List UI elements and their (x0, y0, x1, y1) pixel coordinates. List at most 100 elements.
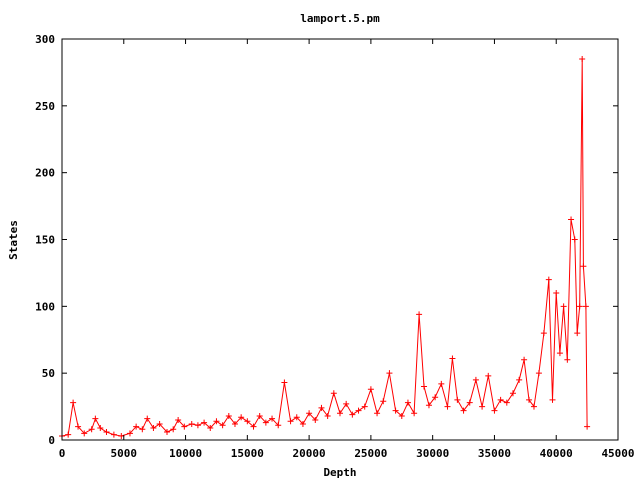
data-point-marker (580, 263, 587, 270)
data-point-marker (293, 414, 300, 421)
data-point-marker (201, 419, 208, 426)
data-point-marker (530, 403, 537, 410)
data-point-marker (139, 426, 146, 433)
data-point-marker (560, 303, 567, 310)
data-point-marker (521, 356, 528, 363)
data-point-marker (404, 399, 411, 406)
data-point-marker (367, 386, 374, 393)
data-point-marker (330, 390, 337, 397)
y-tick-label: 100 (35, 300, 55, 313)
data-point-marker (337, 410, 343, 417)
data-point-marker (150, 424, 157, 431)
data-point-marker (576, 303, 583, 310)
data-point-marker (70, 399, 77, 406)
data-point-marker (444, 403, 451, 410)
x-axis-label: Depth (323, 466, 356, 479)
data-point-marker (361, 403, 368, 410)
data-point-marker (194, 422, 201, 429)
data-point-marker (343, 400, 350, 407)
data-point-marker (564, 356, 571, 363)
data-point-marker (516, 376, 523, 383)
data-point-marker (584, 423, 591, 430)
data-point-marker (582, 303, 589, 310)
series-layer (59, 56, 591, 439)
y-tick-label: 50 (42, 367, 55, 380)
data-point-marker (250, 423, 257, 430)
data-point-marker (207, 424, 214, 431)
data-point-marker (460, 407, 467, 414)
data-point-marker (416, 311, 423, 318)
y-tick-label: 300 (35, 33, 55, 46)
data-point-marker (219, 422, 226, 429)
data-point-marker (574, 330, 581, 337)
data-point-marker (374, 410, 381, 417)
data-point-marker (549, 396, 556, 403)
data-point-marker (324, 412, 331, 419)
x-tick-label: 20000 (293, 447, 326, 460)
data-point-marker (380, 398, 387, 405)
data-point-marker (497, 396, 504, 403)
data-point-marker (170, 426, 177, 433)
data-point-marker (553, 289, 560, 296)
data-point-marker (110, 431, 117, 438)
x-tick-label: 5000 (111, 447, 138, 460)
data-point-marker (144, 415, 151, 422)
data-point-marker (556, 350, 563, 357)
y-tick-label: 0 (48, 434, 55, 447)
data-point-marker (421, 383, 428, 390)
data-point-marker (535, 370, 542, 377)
data-point-marker (392, 407, 399, 414)
data-point-marker (454, 396, 461, 403)
data-point-marker (92, 415, 99, 422)
data-point-marker (88, 426, 95, 433)
y-tick-label: 200 (35, 167, 55, 180)
data-point-marker (466, 399, 473, 406)
x-tick-label: 40000 (540, 447, 573, 460)
data-point-marker (438, 380, 445, 387)
data-point-marker (81, 430, 88, 437)
chart-title: lamport.5.pm (300, 12, 380, 25)
data-point-marker (398, 412, 405, 419)
data-point-marker (181, 423, 188, 430)
data-point-marker (571, 236, 578, 243)
y-tick-label: 150 (35, 234, 55, 247)
data-point-marker (281, 379, 288, 386)
y-axis-label: States (7, 220, 20, 260)
data-point-marker (156, 420, 163, 427)
data-point-marker (318, 404, 325, 411)
data-point-marker (509, 390, 516, 397)
data-point-marker (97, 424, 104, 431)
data-point-marker (238, 414, 245, 421)
data-point-marker (231, 420, 238, 427)
data-point-marker (472, 376, 479, 383)
data-point-marker (503, 399, 510, 406)
x-tick-label: 30000 (416, 447, 449, 460)
data-point-marker (349, 411, 356, 418)
data-point-marker (225, 412, 232, 419)
data-point-marker (485, 372, 492, 379)
x-tick-label: 0 (59, 447, 66, 460)
x-tick-label: 10000 (169, 447, 202, 460)
axis-ticks: 0 5000 10000 15000 20000 25000 30000 35000 40000… (35, 33, 634, 460)
x-tick-label: 25000 (354, 447, 387, 460)
data-point-marker (175, 416, 182, 423)
data-point-marker (579, 56, 586, 63)
data-point-marker (133, 423, 140, 430)
data-point-marker (188, 420, 195, 427)
data-point-marker (432, 394, 439, 401)
plot-frame (61, 38, 619, 441)
x-tick-label: 35000 (478, 447, 511, 460)
data-point-marker (449, 355, 456, 362)
data-point-marker (103, 428, 110, 435)
x-tick-label: 45000 (601, 447, 634, 460)
data-point-marker (244, 418, 251, 425)
data-point-marker (411, 410, 418, 417)
data-point-marker (568, 216, 575, 223)
data-point-marker (545, 276, 552, 283)
data-point-marker (256, 412, 263, 419)
data-point-marker (164, 428, 171, 435)
data-point-marker (540, 330, 547, 337)
